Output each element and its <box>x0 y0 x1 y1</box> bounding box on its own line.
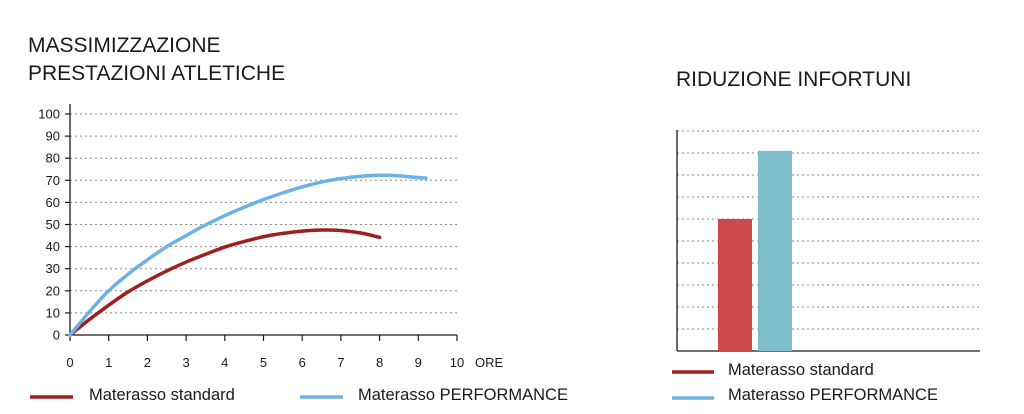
line-chart-y-ticks: 0 10 20 30 40 50 60 70 80 90 100 <box>38 107 70 343</box>
series-line-1 <box>68 173 428 337</box>
y-tick-label: 100 <box>38 107 60 122</box>
bar-1 <box>758 150 792 351</box>
y-tick-label: 20 <box>46 283 60 298</box>
line-chart-legend: Materasso standard Materasso PERFORMANCE <box>30 386 568 404</box>
series-line-0 <box>68 228 382 337</box>
y-tick-label: 50 <box>46 217 60 232</box>
x-tick-label: 6 <box>299 355 306 370</box>
y-tick-label: 30 <box>46 261 60 276</box>
x-tick-label: 0 <box>66 355 73 370</box>
line-chart-gridlines <box>70 113 457 314</box>
bar-chart-legend: Materasso standard Materasso PERFORMANCE <box>672 361 938 404</box>
line-chart-legend-label-standard: Materasso standard <box>89 386 235 404</box>
line-chart: MASSIMIZZAZIONE PRESTAZIONI ATLETICHE 0 1… <box>28 34 568 404</box>
bar-chart-legend-label-standard: Materasso standard <box>728 361 874 379</box>
y-tick-label: 10 <box>46 305 60 320</box>
y-tick-label: 0 <box>53 328 60 343</box>
x-tick-label: 3 <box>182 355 189 370</box>
line-chart-title-line-1: MASSIMIZZAZIONE <box>28 34 221 57</box>
bar-0 <box>718 219 752 351</box>
y-tick-label: 90 <box>46 129 60 144</box>
y-tick-label: 40 <box>46 239 60 254</box>
line-chart-x-ticks: 0 1 2 3 4 5 6 7 8 9 10 <box>66 335 464 370</box>
line-chart-title-line-2: PRESTAZIONI ATLETICHE <box>28 62 285 85</box>
x-tick-label: 1 <box>105 355 112 370</box>
line-chart-x-axis-label: ORE <box>475 355 504 370</box>
x-tick-label: 10 <box>450 355 464 370</box>
line-chart-series <box>68 173 428 337</box>
x-tick-label: 5 <box>260 355 267 370</box>
x-tick-label: 7 <box>337 355 344 370</box>
y-tick-label: 60 <box>46 195 60 210</box>
bar-chart-bars <box>718 150 792 351</box>
y-tick-label: 80 <box>46 151 60 166</box>
y-tick-label: 70 <box>46 173 60 188</box>
x-tick-label: 8 <box>376 355 383 370</box>
x-tick-label: 9 <box>415 355 422 370</box>
bar-chart: RIDUZIONE INFORTUNI Materasso standard M… <box>672 68 980 404</box>
line-chart-legend-label-performance: Materasso PERFORMANCE <box>358 386 568 404</box>
bar-chart-title: RIDUZIONE INFORTUNI <box>676 68 911 91</box>
x-tick-label: 4 <box>221 355 228 370</box>
bar-chart-legend-label-performance: Materasso PERFORMANCE <box>728 386 938 404</box>
x-tick-label: 2 <box>144 355 151 370</box>
